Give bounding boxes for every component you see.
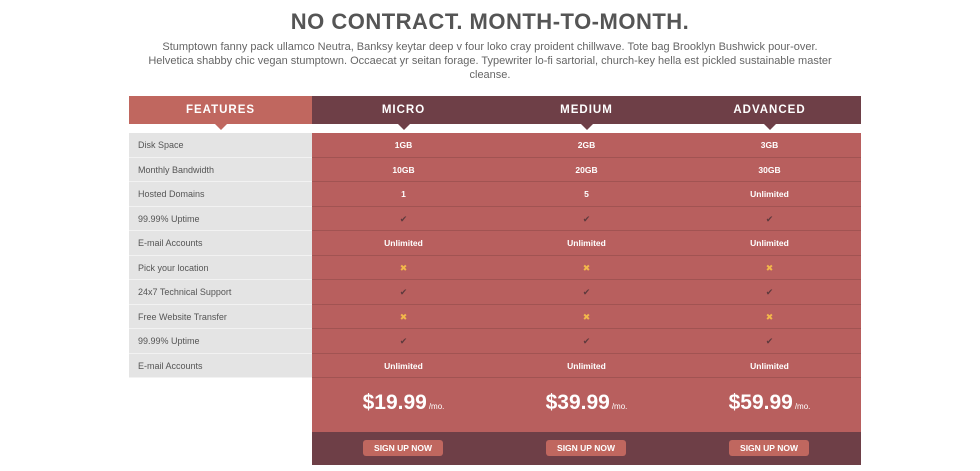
plan-cell: Unlimited: [495, 231, 678, 256]
plan-name: ADVANCED: [733, 104, 806, 116]
feature-email-accounts-2: E-mail Accounts: [129, 354, 312, 378]
plan-header-advanced: ADVANCED: [678, 96, 861, 130]
plan-cell: Unlimited: [678, 182, 861, 207]
plans-body: 1GB 10GB 1 ✔ Unlimited ✖ ✔ ✖ ✔ Unlimited 2GB 20GB 5…: [312, 133, 861, 381]
check-icon: ✔: [765, 287, 774, 297]
plan-cell: 1GB: [312, 133, 495, 158]
check-icon: ✔: [582, 336, 591, 346]
signup-button-micro[interactable]: SIGN UP NOW: [363, 440, 443, 456]
price-period: /mo.: [428, 402, 445, 411]
plan-cell: 3GB: [678, 133, 861, 158]
plan-column-micro: 1GB 10GB 1 ✔ Unlimited ✖ ✔ ✖ ✔ Unlimited: [312, 133, 495, 381]
features-header-label: FEATURES: [185, 104, 256, 116]
price-period: /mo.: [794, 402, 811, 411]
page-subtitle: Stumptown fanny pack ullamco Neutra, Ban…: [148, 41, 832, 81]
features-header: FEATURES: [129, 96, 312, 130]
plan-cell: 20GB: [495, 158, 678, 182]
plan-column-advanced: 3GB 30GB Unlimited ✔ Unlimited ✖ ✔ ✖ ✔ Unlimited: [678, 133, 861, 381]
feature-uptime-2: 99.99% Uptime: [129, 329, 312, 354]
plan-cell: 30GB: [678, 158, 861, 182]
cross-icon: ✖: [765, 311, 774, 322]
plan-header-micro: MICRO: [312, 96, 495, 130]
feature-uptime: 99.99% Uptime: [129, 207, 312, 231]
plan-cell: Unlimited: [495, 354, 678, 378]
plan-cell: ✔: [312, 207, 495, 231]
plan-cell: ✔: [495, 329, 678, 354]
plan-cell: ✖: [312, 256, 495, 280]
plan-name: MICRO: [381, 104, 426, 116]
plan-cell: 10GB: [312, 158, 495, 182]
check-icon: ✔: [582, 213, 591, 224]
cross-icon: ✖: [582, 262, 591, 273]
check-icon: ✔: [765, 336, 774, 346]
plan-cell: ✖: [495, 256, 678, 280]
feature-technical-support: 24x7 Technical Support: [129, 280, 312, 305]
signup-button-advanced[interactable]: SIGN UP NOW: [729, 440, 809, 456]
plan-cell: ✖: [678, 256, 861, 280]
price-amount: $19.99: [362, 391, 427, 414]
caret-down-icon: [580, 124, 593, 130]
plan-cell: ✖: [312, 305, 495, 329]
feature-hosted-domains: Hosted Domains: [129, 182, 312, 207]
plan-cell: ✔: [312, 280, 495, 305]
plans-header: MICRO MEDIUM ADVANCED: [312, 96, 861, 130]
plan-cell: ✖: [495, 305, 678, 329]
plan-cell: ✔: [678, 329, 861, 354]
caret-down-icon: [214, 124, 227, 130]
check-icon: ✔: [399, 336, 408, 346]
pricing-table: FEATURES MICRO MEDIUM ADVANCED Disk Spac…: [129, 96, 861, 466]
feature-pick-location: Pick your location: [129, 256, 312, 280]
plan-cell: ✔: [678, 207, 861, 231]
plan-cell: ✔: [495, 207, 678, 231]
plan-cell: Unlimited: [678, 354, 861, 378]
signup-button-medium[interactable]: SIGN UP NOW: [546, 440, 626, 456]
feature-email-accounts: E-mail Accounts: [129, 231, 312, 256]
check-icon: ✔: [765, 213, 774, 224]
cross-icon: ✖: [765, 262, 774, 273]
price-amount: $59.99: [728, 391, 793, 414]
price-period: /mo.: [611, 402, 628, 411]
feature-monthly-bandwidth: Monthly Bandwidth: [129, 158, 312, 182]
plan-cell: 1: [312, 182, 495, 207]
check-icon: ✔: [582, 287, 591, 297]
price-micro: $19.99/mo.: [312, 391, 495, 415]
caret-down-icon: [397, 124, 410, 130]
price-advanced: $59.99/mo.: [678, 391, 861, 415]
check-icon: ✔: [399, 287, 408, 297]
plan-cell: Unlimited: [312, 231, 495, 256]
signup-band: SIGN UP NOW SIGN UP NOW SIGN UP NOW: [312, 432, 861, 465]
plan-name: MEDIUM: [560, 104, 613, 116]
price-band: $19.99/mo. $39.99/mo. $59.99/mo.: [312, 381, 861, 432]
plan-cell: 2GB: [495, 133, 678, 158]
features-column: Disk Space Monthly Bandwidth Hosted Doma…: [129, 133, 312, 378]
plan-header-medium: MEDIUM: [495, 96, 678, 130]
check-icon: ✔: [399, 213, 408, 224]
plan-cell: Unlimited: [678, 231, 861, 256]
cross-icon: ✖: [399, 311, 408, 322]
cross-icon: ✖: [582, 311, 591, 322]
cross-icon: ✖: [399, 262, 408, 273]
feature-disk-space: Disk Space: [129, 133, 312, 158]
price-medium: $39.99/mo.: [495, 391, 678, 415]
feature-website-transfer: Free Website Transfer: [129, 305, 312, 329]
plan-cell: ✖: [678, 305, 861, 329]
caret-down-icon: [763, 124, 776, 130]
price-amount: $39.99: [545, 391, 610, 414]
plan-cell: Unlimited: [312, 354, 495, 378]
plan-cell: ✔: [495, 280, 678, 305]
plan-column-medium: 2GB 20GB 5 ✔ Unlimited ✖ ✔ ✖ ✔ Unlimited: [495, 133, 678, 381]
plan-cell: ✔: [678, 280, 861, 305]
page-title: NO CONTRACT. MONTH-TO-MONTH.: [290, 9, 690, 34]
plan-cell: ✔: [312, 329, 495, 354]
plan-cell: 5: [495, 182, 678, 207]
